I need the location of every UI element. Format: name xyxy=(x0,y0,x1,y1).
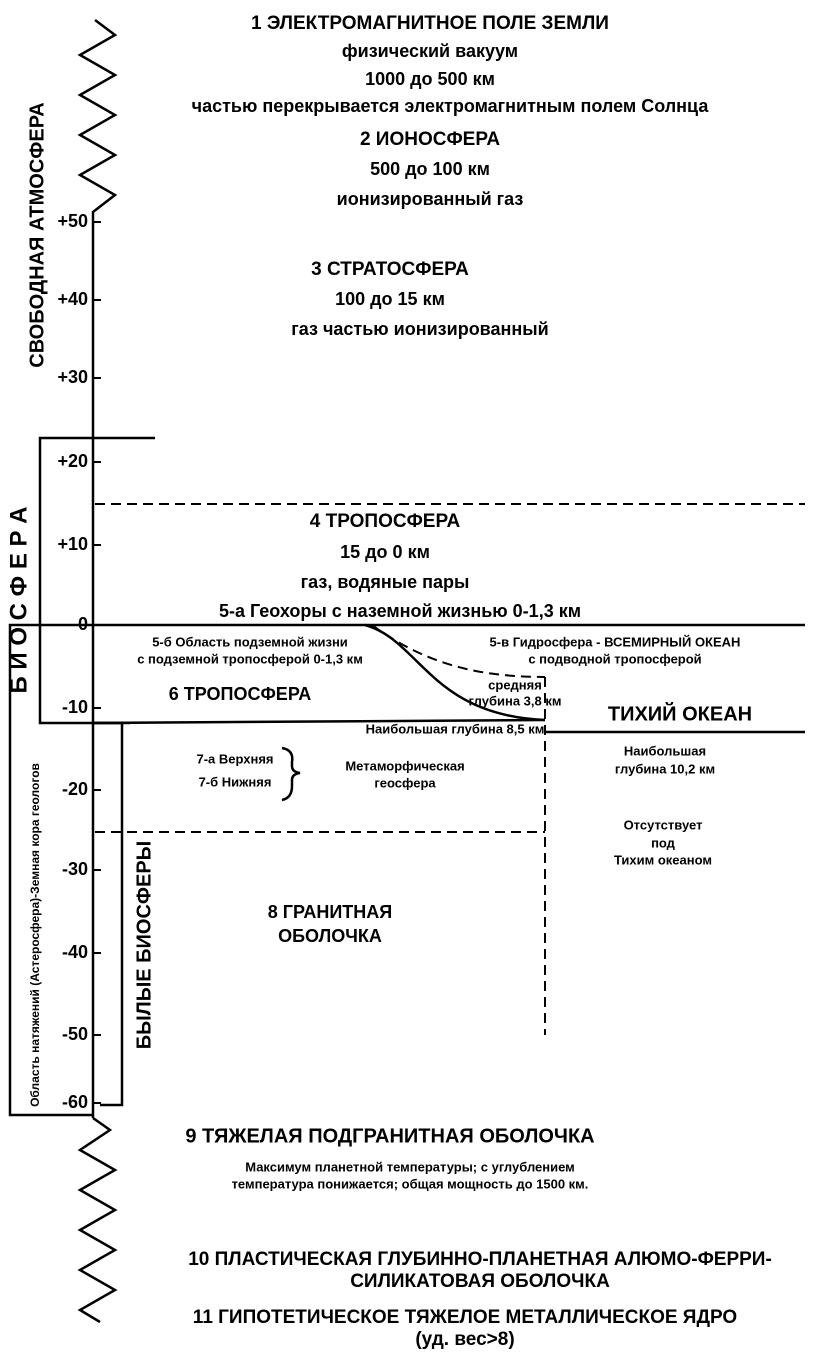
side-label: БЫЛЫЕ БИОСФЕРЫ xyxy=(133,841,155,1050)
tick-label: +20 xyxy=(57,451,88,471)
tick-label: +50 xyxy=(57,211,88,231)
label: температура понижается; общая мощность д… xyxy=(232,1176,589,1191)
label: ионизированный газ xyxy=(337,189,524,209)
tick-label: -30 xyxy=(62,859,88,879)
label: (уд. вес>8) xyxy=(415,1329,514,1350)
label: 10 ПЛАСТИЧЕСКАЯ ГЛУБИННО-ПЛАНЕТНАЯ АЛЮМО… xyxy=(188,1249,772,1270)
label: 9 ТЯЖЕЛАЯ ПОДГРАНИТНАЯ ОБОЛОЧКА xyxy=(185,1125,594,1147)
label: газ, водяные пары xyxy=(301,572,470,592)
label: 1 ЭЛЕКТРОМАГНИТНОЕ ПОЛЕ ЗЕМЛИ xyxy=(251,13,609,34)
label: ОБОЛОЧКА xyxy=(278,926,382,946)
label: 7-а Верхняя xyxy=(196,751,273,766)
label: ТИХИЙ ОКЕАН xyxy=(608,701,752,725)
label: 4 ТРОПОСФЕРА xyxy=(310,511,461,532)
label: с подводной тропосферой xyxy=(528,651,701,666)
tick-label: +40 xyxy=(57,289,88,309)
label: 5-а Геохоры с наземной жизнью 0-1,3 км xyxy=(219,601,581,621)
tick-label: -20 xyxy=(62,779,88,799)
label: средняя xyxy=(488,677,542,692)
former-biospheres-bracket xyxy=(93,721,124,1107)
label: 8 ГРАНИТНАЯ xyxy=(268,902,393,922)
label: частью перекрывается электромагнитным по… xyxy=(192,96,710,116)
biosphere-bracket xyxy=(38,436,155,725)
label: 11 ГИПОТЕТИЧЕСКОЕ ТЯЖЕЛОЕ МЕТАЛЛИЧЕСКОЕ … xyxy=(193,1307,737,1328)
label: под xyxy=(651,835,676,850)
label: газ частью ионизированный xyxy=(291,319,548,339)
label: 15 до 0 км xyxy=(340,542,430,562)
label: 5-б Область подземной жизни xyxy=(152,634,348,649)
label: геосфера xyxy=(374,775,436,790)
label: Тихим океаном xyxy=(614,852,712,867)
label: Метаморфическая xyxy=(345,758,464,773)
tick-label: -60 xyxy=(62,1092,88,1112)
label: 7-б Нижняя xyxy=(199,774,272,789)
tick-label: 0 xyxy=(78,614,88,634)
tick-label: +10 xyxy=(57,534,88,554)
label: Наибольшая глубина 8,5 км xyxy=(366,721,545,736)
label: 2 ИОНОСФЕРА xyxy=(360,129,500,150)
label: Наибольшая xyxy=(624,743,706,758)
tick-label: -40 xyxy=(62,942,88,962)
zigzag-top xyxy=(77,19,118,1118)
label: 3 СТРАТОСФЕРА xyxy=(311,259,469,280)
brace xyxy=(281,746,301,802)
label: 1000 до 500 км xyxy=(365,69,495,89)
side-label: Область натяжений (Астеросфера)-Земная к… xyxy=(28,763,42,1107)
tension-bracket xyxy=(8,623,93,1117)
label: 100 до 15 км xyxy=(335,289,445,309)
label: Максимум планетной температуры; с углубл… xyxy=(245,1159,575,1174)
label: 5-в Гидросфера - ВСЕМИРНЫЙ ОКЕАН xyxy=(490,634,741,649)
tick-label: +30 xyxy=(57,367,88,387)
side-label: СВОБОДНАЯ АТМОСФЕРА xyxy=(26,102,48,367)
tick-label: -50 xyxy=(62,1024,88,1044)
label: глубина 3,8 км xyxy=(469,693,562,708)
label: Отсутствует xyxy=(624,817,703,832)
tick-label: -10 xyxy=(62,697,88,717)
ocean-floor-curve xyxy=(364,623,546,722)
label: 500 до 100 км xyxy=(370,159,490,179)
label: 6 ТРОПОСФЕРА xyxy=(169,684,312,704)
label: СИЛИКАТОВАЯ ОБОЛОЧКА xyxy=(350,1271,610,1292)
label: с подземной тропосферой 0-1,3 км xyxy=(137,651,363,666)
zigzag-bottom xyxy=(77,1116,118,1324)
label: физический вакуум xyxy=(342,41,518,61)
label: глубина 10,2 км xyxy=(615,761,715,776)
side-label: Б И О С Ф Е Р А xyxy=(5,506,32,693)
crust-line xyxy=(92,718,546,725)
mean-depth-curve xyxy=(371,624,546,678)
